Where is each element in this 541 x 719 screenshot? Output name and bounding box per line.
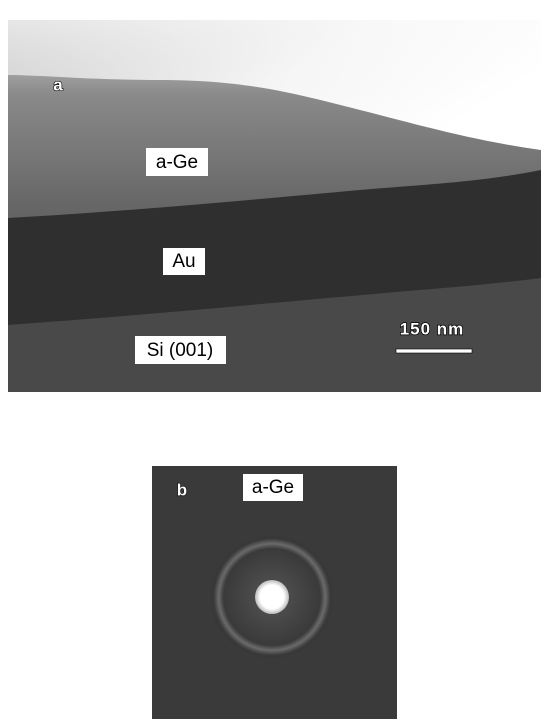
panel-b: b a-Ge [152,466,397,719]
central-spot [255,580,289,614]
panel-title: a-Ge [252,477,294,498]
panel-label: a [53,75,63,94]
layer-label: Au [172,251,195,272]
panel-label: b [177,480,187,499]
layer-label: Si (001) [147,340,214,361]
panel-a: a a-Ge Au Si (001) 150 nm [8,20,541,392]
scale-bar-label: 150 nm [400,319,465,338]
scale-bar [396,349,472,353]
figure: a a-Ge Au Si (001) 150 nm b a-Ge [0,0,541,719]
layer-label: a-Ge [156,152,198,173]
